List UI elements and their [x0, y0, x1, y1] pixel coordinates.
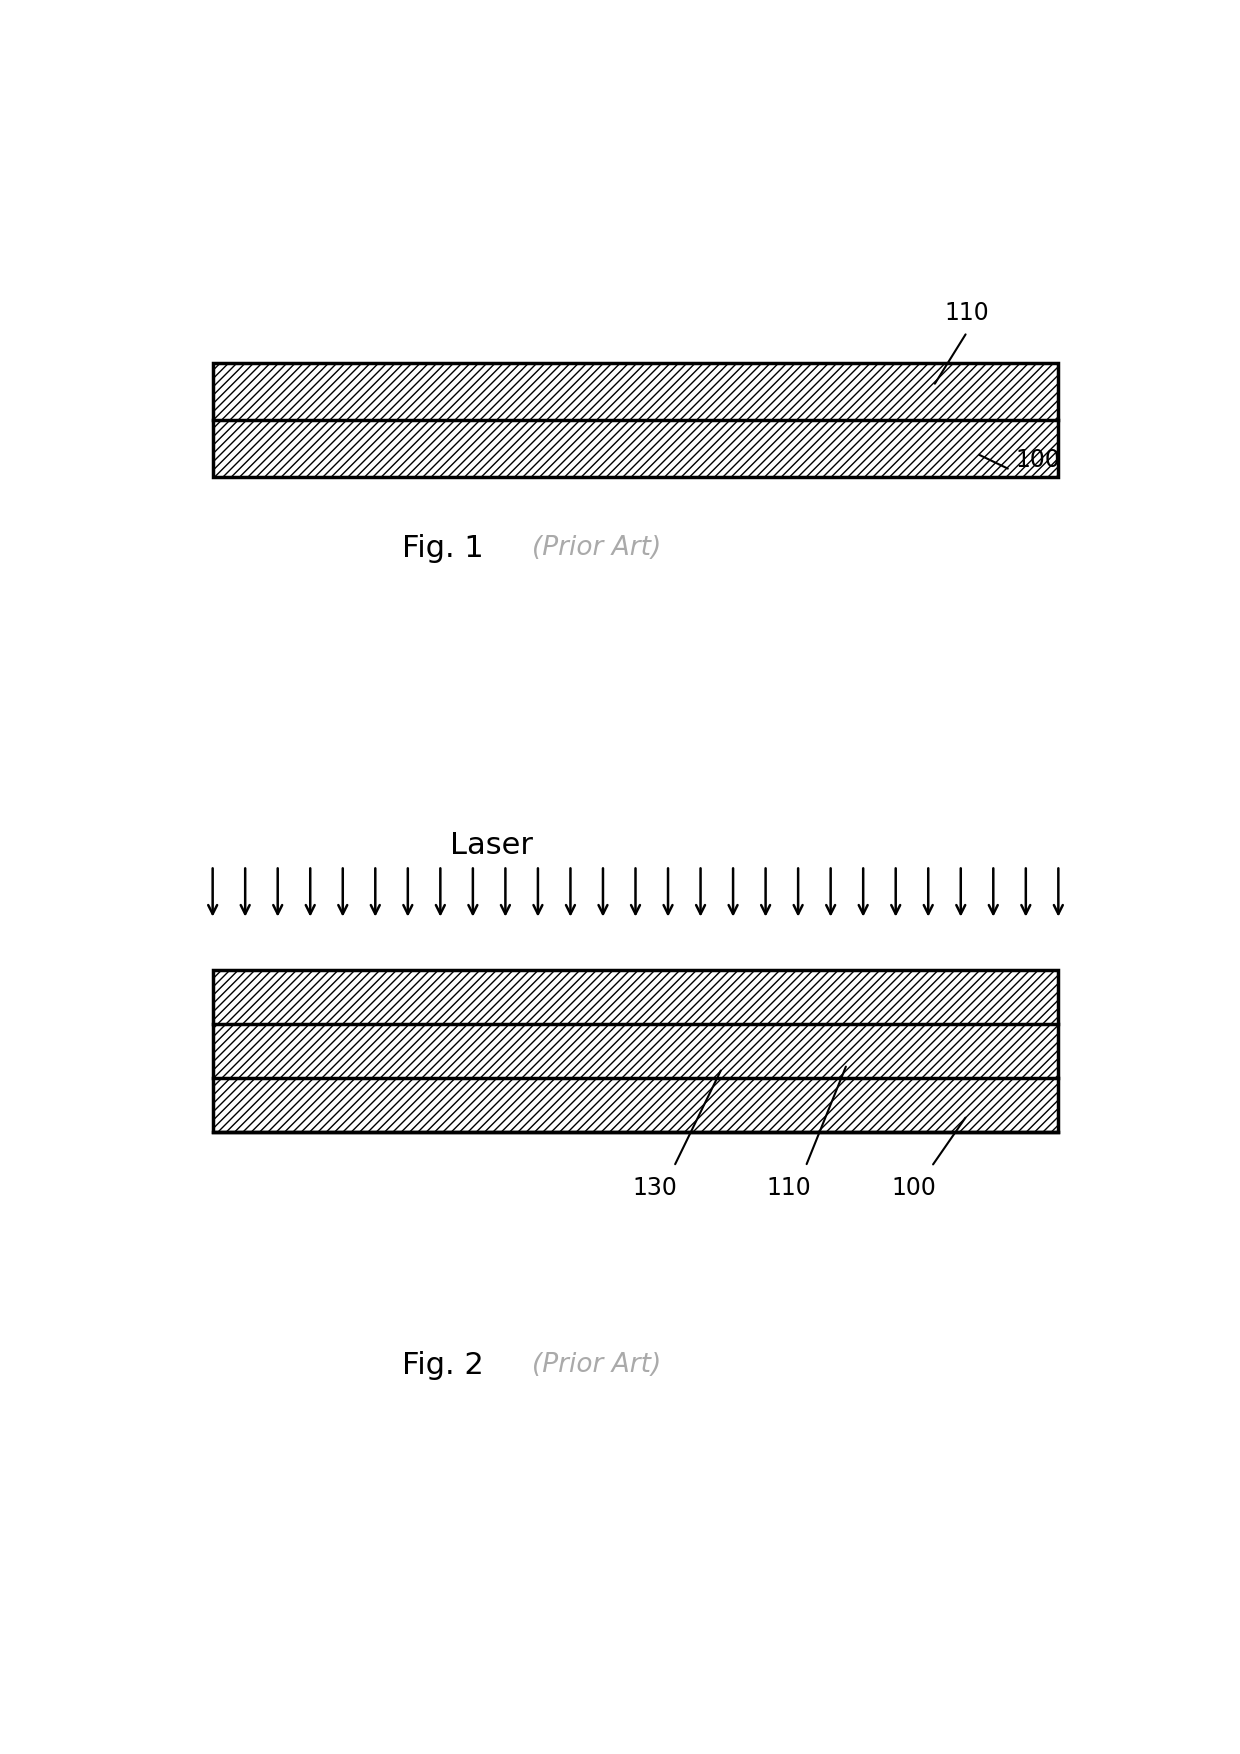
Text: 110: 110: [945, 302, 990, 324]
Text: Laser: Laser: [450, 831, 533, 859]
Text: 110: 110: [766, 1177, 812, 1200]
Text: (Prior Art): (Prior Art): [532, 535, 662, 561]
Text: 100: 100: [1016, 449, 1060, 472]
Text: Fig. 1: Fig. 1: [403, 533, 484, 563]
Bar: [213, 970, 1058, 1131]
Text: Fig. 2: Fig. 2: [403, 1351, 484, 1380]
Bar: [213, 363, 1058, 419]
Bar: [213, 363, 1058, 477]
Text: 130: 130: [632, 1177, 677, 1200]
Bar: [213, 1024, 1058, 1077]
Bar: [213, 970, 1058, 1024]
Bar: [213, 1077, 1058, 1131]
Text: (Prior Art): (Prior Art): [532, 1352, 662, 1379]
Bar: [213, 419, 1058, 477]
Text: 100: 100: [892, 1177, 936, 1200]
